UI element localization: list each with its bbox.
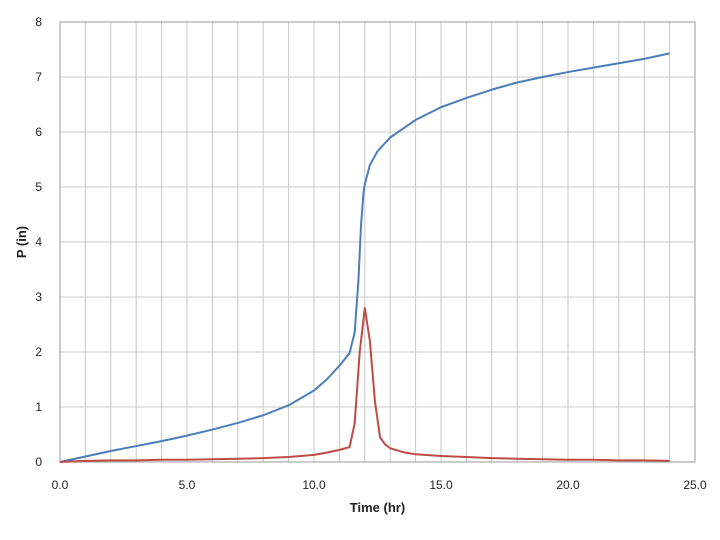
y-tick-label: 8 <box>35 15 42 29</box>
y-tick-label: 5 <box>35 180 42 194</box>
plot-area-frame <box>59 21 696 463</box>
series-line-2 <box>59 307 670 463</box>
y-tick-label: 7 <box>35 70 42 84</box>
y-tick-label: 3 <box>35 290 42 304</box>
y-tick-label: 6 <box>35 125 42 139</box>
y-axis-title: P (in) <box>14 226 29 258</box>
y-tick-label: 0 <box>35 455 42 469</box>
x-axis-title: Time (hr) <box>350 500 405 515</box>
x-tick-labels: 0.0 5.0 10.0 15.0 20.0 25.0 <box>52 478 707 492</box>
x-tick-label: 15.0 <box>429 478 453 492</box>
x-tick-label: 20.0 <box>556 478 580 492</box>
plot-border <box>59 21 696 463</box>
x-tick-label: 25.0 <box>683 478 707 492</box>
x-tick-label: 10.0 <box>302 478 326 492</box>
x-tick-label: 0.0 <box>52 478 69 492</box>
y-tick-label: 1 <box>35 400 42 414</box>
y-tick-label: 4 <box>35 235 42 249</box>
x-tick-label: 5.0 <box>179 478 196 492</box>
grid-lines <box>59 21 696 463</box>
y-tick-label: 2 <box>35 345 42 359</box>
series-lines <box>59 52 670 463</box>
y-tick-labels: 0 1 2 3 4 5 6 7 8 <box>35 15 42 469</box>
series-line-1 <box>59 52 670 463</box>
